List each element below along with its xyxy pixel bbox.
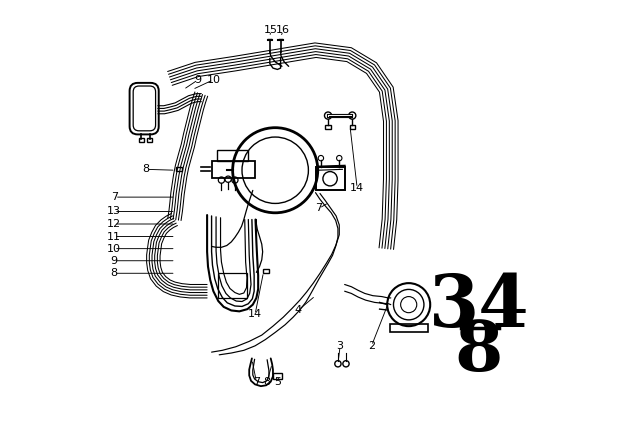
Text: 10: 10	[206, 75, 220, 85]
Bar	[325, 125, 332, 129]
Text: 7: 7	[111, 192, 118, 202]
Text: 7: 7	[253, 377, 260, 387]
Text: 16: 16	[276, 26, 291, 35]
Bar	[316, 167, 344, 190]
Text: 8: 8	[455, 318, 503, 385]
Text: 8: 8	[143, 164, 150, 174]
Text: 9: 9	[195, 75, 202, 85]
Bar	[176, 167, 182, 171]
Text: 34: 34	[429, 271, 529, 342]
Text: 10: 10	[107, 244, 121, 254]
Text: 5: 5	[275, 377, 282, 387]
Text: 15: 15	[264, 26, 278, 35]
Bar	[390, 324, 428, 332]
Text: 2: 2	[368, 341, 375, 351]
Bar	[273, 373, 282, 379]
Text: 8: 8	[110, 268, 118, 278]
Text: 8: 8	[264, 377, 271, 387]
Bar	[218, 273, 247, 298]
Bar	[349, 125, 355, 129]
Bar	[217, 150, 248, 161]
Bar	[139, 138, 144, 142]
Text: 14: 14	[350, 183, 364, 193]
Text: 11: 11	[107, 232, 121, 241]
Bar	[147, 138, 152, 142]
Bar	[212, 161, 255, 178]
Text: 7: 7	[316, 203, 323, 213]
Text: 9: 9	[110, 256, 118, 266]
Text: 14: 14	[248, 310, 262, 319]
Text: 12: 12	[107, 219, 121, 229]
Bar	[262, 269, 269, 273]
Text: 4: 4	[295, 305, 302, 315]
Text: 13: 13	[107, 207, 121, 216]
Text: 3: 3	[337, 341, 344, 351]
